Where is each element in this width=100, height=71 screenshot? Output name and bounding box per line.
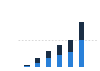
Bar bbox=[24, 66, 30, 67]
Bar bbox=[79, 40, 84, 67]
Bar bbox=[68, 40, 73, 52]
Bar bbox=[79, 22, 84, 40]
Bar bbox=[57, 45, 62, 55]
Bar bbox=[57, 55, 62, 67]
Bar bbox=[68, 52, 73, 67]
Bar bbox=[24, 65, 30, 66]
Bar bbox=[46, 51, 51, 58]
Bar bbox=[46, 58, 51, 67]
Bar bbox=[35, 58, 41, 63]
Bar bbox=[35, 63, 41, 67]
